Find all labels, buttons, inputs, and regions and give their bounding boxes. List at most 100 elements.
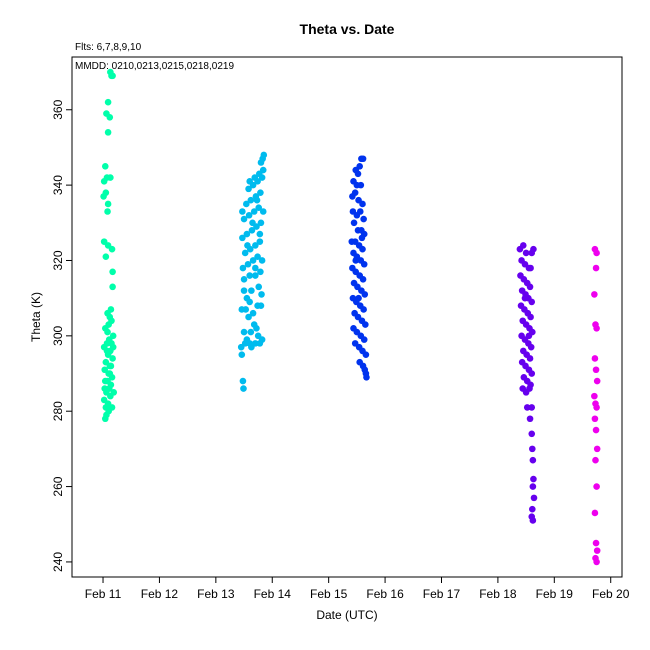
data-point	[593, 404, 600, 411]
data-point	[359, 200, 366, 208]
data-point	[355, 294, 362, 302]
data-point	[109, 283, 116, 291]
data-point	[593, 445, 601, 453]
data-point	[258, 291, 265, 298]
data-point	[359, 245, 366, 253]
data-point	[359, 155, 367, 163]
data-point	[521, 294, 529, 302]
data-point	[591, 415, 599, 423]
data-point	[530, 475, 537, 483]
data-point	[248, 227, 256, 234]
x-axis: Feb 11 Feb 12 Feb 13 Feb 14 Feb 15 Feb 16 Feb …	[85, 577, 630, 601]
data-point	[100, 178, 108, 185]
data-point	[259, 208, 267, 215]
data-point	[592, 366, 600, 374]
data-point	[239, 377, 247, 385]
data-point	[104, 129, 112, 136]
data-point	[527, 264, 534, 272]
data-point	[592, 456, 599, 464]
data-point	[243, 200, 250, 208]
data-point	[247, 196, 255, 204]
data-point	[256, 230, 264, 238]
data-point	[519, 242, 527, 249]
x-tick-label: Feb 12	[141, 587, 179, 601]
data-point	[253, 196, 261, 204]
data-point	[250, 208, 258, 215]
x-tick-label: Feb 11	[85, 587, 122, 601]
x-tick-label: Feb 19	[536, 587, 574, 601]
x-axis-label: Date (UTC)	[316, 608, 377, 622]
data-point	[593, 377, 601, 385]
data-point	[526, 415, 534, 423]
data-point	[245, 185, 252, 193]
data-point	[591, 355, 599, 362]
data-point	[354, 170, 362, 178]
data-point	[106, 370, 114, 377]
x-tick-label: Feb 14	[254, 587, 292, 601]
data-point	[257, 219, 265, 227]
data-point	[249, 309, 257, 317]
data-point	[526, 283, 534, 291]
data-point	[593, 483, 600, 490]
data-point	[258, 336, 266, 343]
data-point	[362, 351, 370, 358]
data-point	[350, 219, 358, 227]
data-point	[593, 547, 601, 554]
data-point	[239, 264, 247, 272]
plot-frame	[71, 56, 623, 578]
data-point	[360, 306, 367, 313]
data-point	[530, 245, 537, 253]
data-point	[104, 200, 112, 208]
data-point	[526, 385, 533, 392]
y-axis-label: Theta (K)	[29, 292, 43, 342]
data-point	[104, 328, 111, 336]
data-point	[592, 539, 600, 547]
data-point	[108, 245, 116, 253]
data-point	[529, 445, 536, 453]
data-point	[525, 332, 533, 340]
data-point	[528, 430, 536, 438]
data-point	[257, 302, 265, 309]
data-point	[240, 287, 248, 294]
data-point	[245, 313, 252, 321]
data-point	[246, 178, 253, 185]
data-point	[109, 268, 116, 276]
data-point	[109, 343, 117, 351]
data-points	[100, 68, 601, 566]
mmdd-annotation: MMDD: 0210,0213,0215,0218,0219	[75, 61, 234, 72]
data-point	[252, 264, 259, 272]
data-point	[238, 351, 246, 358]
data-point	[258, 257, 266, 264]
data-point	[101, 162, 109, 170]
data-point	[252, 340, 259, 347]
data-point	[529, 456, 537, 464]
series-4	[516, 242, 538, 524]
data-point	[240, 328, 248, 336]
data-point	[106, 113, 114, 121]
data-point	[255, 283, 263, 291]
series-2	[237, 151, 268, 392]
data-point	[245, 211, 253, 219]
data-point	[593, 325, 600, 332]
data-point	[102, 253, 110, 261]
data-point	[109, 72, 116, 80]
y-tick-label: 260	[51, 476, 65, 496]
y-tick-label: 280	[51, 401, 65, 421]
data-point	[239, 208, 246, 215]
data-point	[523, 404, 531, 411]
data-point	[529, 505, 536, 513]
data-point	[259, 166, 267, 174]
data-point	[251, 174, 259, 181]
data-point	[363, 373, 370, 381]
data-point	[356, 208, 364, 215]
data-point	[103, 347, 111, 355]
data-point	[351, 189, 359, 196]
data-point	[107, 174, 114, 181]
data-point	[244, 260, 252, 268]
data-point	[528, 370, 536, 377]
data-point	[101, 415, 109, 423]
data-point	[257, 268, 264, 276]
y-tick-label: 240	[51, 552, 65, 572]
data-point	[591, 392, 598, 400]
